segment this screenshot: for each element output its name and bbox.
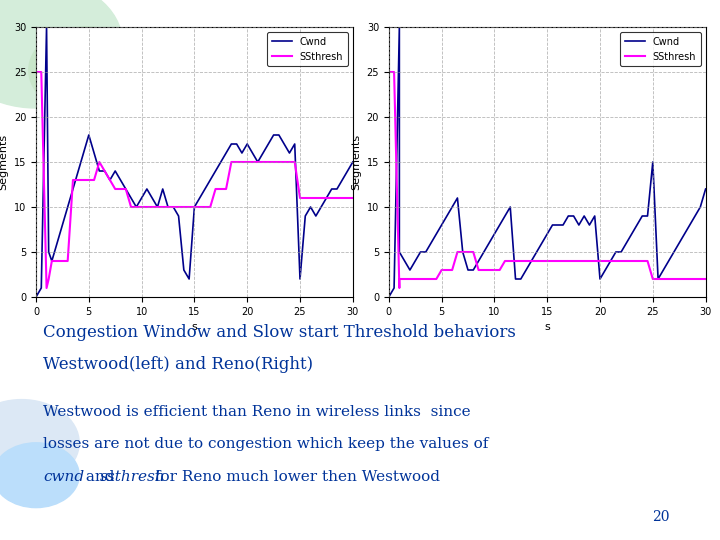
Cwnd [190,204,199,210]
Cwnd [32,294,40,300]
Cwnd [543,231,552,237]
SSthresh [543,258,552,264]
Cwnd [169,204,178,210]
SSthresh [384,69,393,75]
Cwnd [384,294,393,300]
Cwnd [348,159,357,165]
Circle shape [0,443,79,508]
Cwnd [42,24,51,30]
X-axis label: s: s [544,322,550,332]
Text: for Reno much lower then Westwood: for Reno much lower then Westwood [150,470,440,484]
Cwnd [395,24,404,30]
SSthresh [58,258,67,264]
Line: SSthresh: SSthresh [36,72,353,288]
Cwnd [411,258,420,264]
Text: Westwood is efficient than Reno in wireless links  since: Westwood is efficient than Reno in wirel… [43,405,471,419]
Circle shape [0,0,122,108]
Line: Cwnd: Cwnd [389,27,706,297]
Text: cwnd: cwnd [43,470,84,484]
Cwnd [243,141,251,147]
SSthresh [580,258,588,264]
SSthresh [32,69,40,75]
Y-axis label: Segments: Segments [351,134,361,190]
SSthresh [411,276,420,282]
Line: Cwnd: Cwnd [36,27,353,297]
Cwnd [238,150,246,156]
SSthresh [312,195,320,201]
Text: ssthresh: ssthresh [100,470,166,484]
Line: SSthresh: SSthresh [389,72,706,288]
Y-axis label: Segments: Segments [0,134,8,190]
SSthresh [116,186,125,192]
SSthresh [701,276,710,282]
Cwnd [469,267,477,273]
Circle shape [29,27,144,113]
SSthresh [95,159,104,165]
X-axis label: s: s [192,322,197,332]
Cwnd [665,258,673,264]
Text: Congestion Window and Slow start Threshold behaviors: Congestion Window and Slow start Thresho… [43,324,516,341]
Text: 20: 20 [652,510,670,524]
Circle shape [0,400,79,486]
SSthresh [469,249,477,255]
Cwnd [701,186,710,192]
Legend: Cwnd, SSthresh: Cwnd, SSthresh [621,32,701,66]
Text: Westwood(left) and Reno(Right): Westwood(left) and Reno(Right) [43,356,313,373]
Cwnd [211,168,220,174]
Legend: Cwnd, SSthresh: Cwnd, SSthresh [268,32,348,66]
Cwnd [74,168,83,174]
Cwnd [448,204,456,210]
Cwnd [580,213,588,219]
SSthresh [395,285,404,291]
SSthresh [227,159,235,165]
SSthresh [348,195,357,201]
SSthresh [665,276,673,282]
Text: and: and [81,470,120,484]
SSthresh [190,204,199,210]
Text: losses are not due to congestion which keep the values of: losses are not due to congestion which k… [43,437,489,451]
SSthresh [42,285,51,291]
SSthresh [448,267,456,273]
